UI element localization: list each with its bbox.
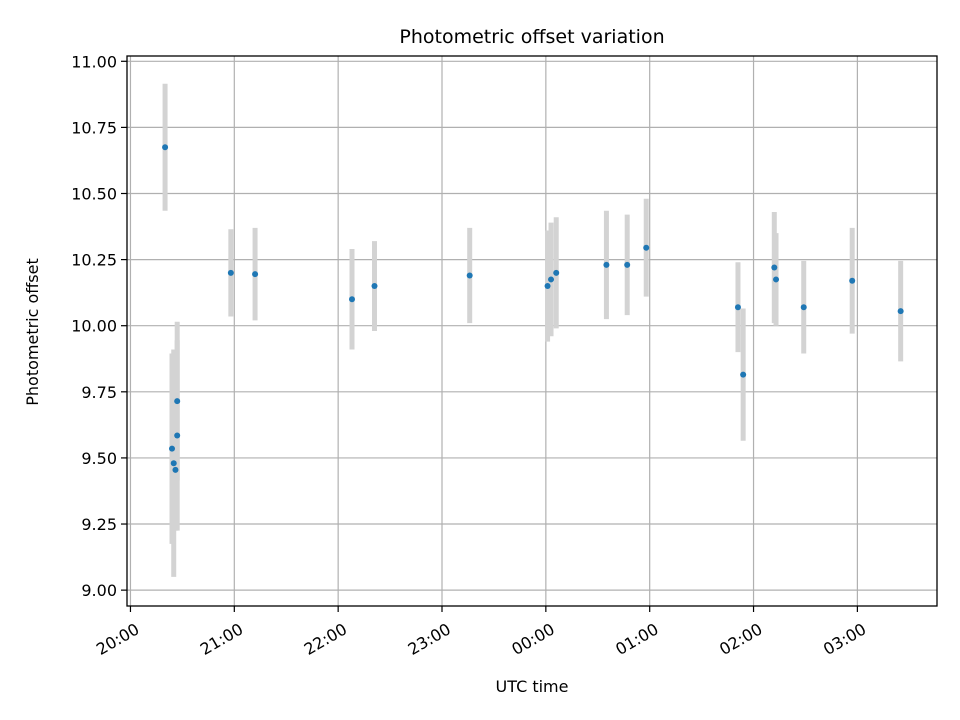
data-point — [624, 261, 631, 268]
data-point — [227, 269, 234, 276]
data-point — [603, 261, 610, 268]
data-point — [466, 272, 473, 279]
data-point — [800, 304, 807, 311]
data-point — [162, 144, 169, 151]
plot-frame — [126, 55, 938, 607]
data-point — [548, 276, 555, 283]
y-axis-ticks: 9.00 9.25 9.50 9.75 10.00 10.25 10.50 10.75 11.0… — [71, 52, 127, 600]
y-tick-label: 10.50 — [71, 185, 117, 204]
data-point — [849, 277, 856, 284]
data-point — [170, 460, 177, 467]
data-point — [773, 276, 780, 283]
data-point — [771, 264, 778, 271]
x-axis-title: UTC time — [496, 677, 569, 696]
data-point — [174, 398, 181, 405]
y-tick-label: 11.00 — [71, 52, 117, 71]
data-point — [897, 308, 904, 315]
y-axis-title: Photometric offset — [23, 258, 42, 406]
axes — [126, 55, 938, 607]
data-point — [643, 244, 650, 251]
y-tick-label: 10.75 — [71, 118, 117, 137]
y-tick-label: 10.00 — [71, 317, 117, 336]
data-point — [252, 271, 259, 278]
y-tick-label: 9.50 — [81, 449, 117, 468]
data-point — [553, 269, 560, 276]
data-point — [349, 296, 355, 303]
data-point — [169, 445, 175, 452]
chart-title: Photometric offset variation — [399, 26, 664, 48]
data-points — [162, 144, 904, 473]
y-tick-label: 9.00 — [81, 581, 117, 600]
data-point — [172, 466, 179, 473]
data-point — [174, 432, 181, 439]
y-tick-label: 10.25 — [71, 251, 117, 270]
data-point — [371, 283, 378, 290]
data-point — [734, 304, 741, 311]
data-point — [544, 283, 551, 290]
data-point — [740, 371, 747, 378]
y-tick-label: 9.25 — [81, 515, 117, 534]
y-tick-label: 9.75 — [81, 383, 117, 402]
